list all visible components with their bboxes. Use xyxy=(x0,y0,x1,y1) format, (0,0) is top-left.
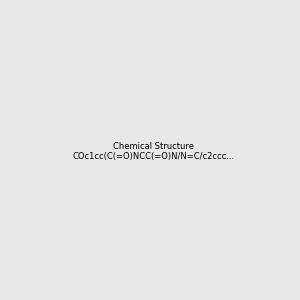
Text: Chemical Structure
COc1cc(C(=O)NCC(=O)N/N=C/c2ccc...: Chemical Structure COc1cc(C(=O)NCC(=O)N/… xyxy=(73,142,235,161)
